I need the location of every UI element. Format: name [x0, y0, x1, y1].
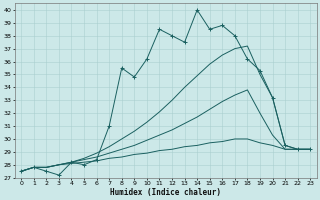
X-axis label: Humidex (Indice chaleur): Humidex (Indice chaleur): [110, 188, 221, 197]
